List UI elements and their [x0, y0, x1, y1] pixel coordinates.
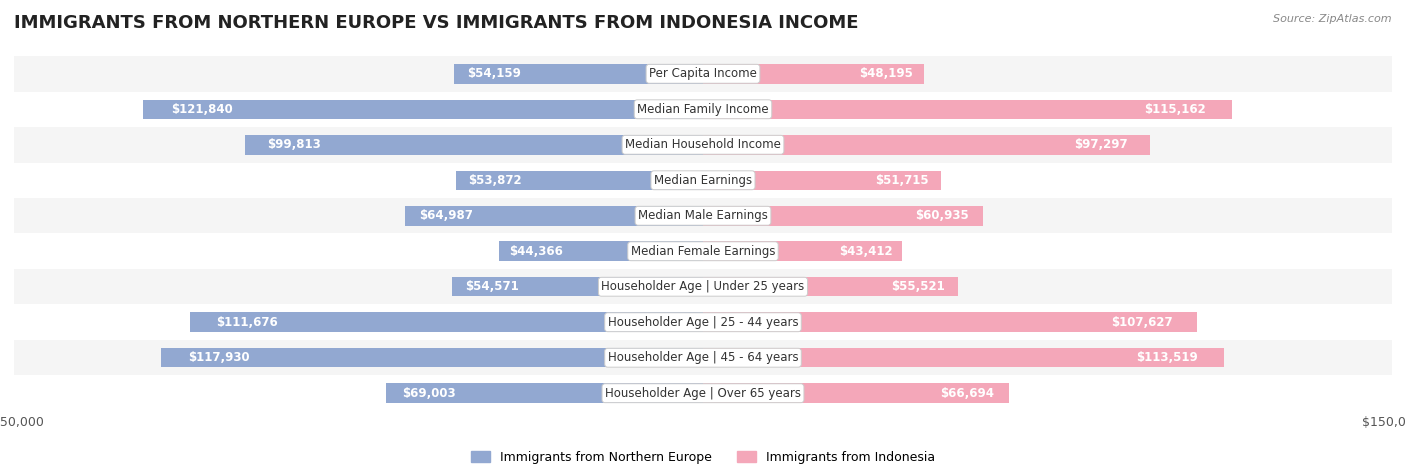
Bar — [14, 269, 1392, 304]
Text: Median Female Earnings: Median Female Earnings — [631, 245, 775, 258]
Bar — [14, 163, 1392, 198]
Text: $97,297: $97,297 — [1074, 138, 1128, 151]
Bar — [190, 312, 703, 332]
Text: $60,935: $60,935 — [915, 209, 969, 222]
Text: Source: ZipAtlas.com: Source: ZipAtlas.com — [1274, 14, 1392, 24]
Bar — [456, 170, 703, 190]
Text: $99,813: $99,813 — [267, 138, 321, 151]
Bar — [703, 206, 983, 226]
Bar — [14, 92, 1392, 127]
Bar — [703, 64, 924, 84]
Text: $54,571: $54,571 — [465, 280, 519, 293]
Bar — [14, 127, 1392, 163]
Bar — [703, 348, 1225, 368]
Text: Householder Age | Under 25 years: Householder Age | Under 25 years — [602, 280, 804, 293]
Text: Householder Age | Over 65 years: Householder Age | Over 65 years — [605, 387, 801, 400]
Bar — [14, 198, 1392, 234]
Bar — [245, 135, 703, 155]
Text: Householder Age | 25 - 44 years: Householder Age | 25 - 44 years — [607, 316, 799, 329]
Bar — [387, 383, 703, 403]
Text: $53,872: $53,872 — [468, 174, 522, 187]
Bar — [14, 304, 1392, 340]
Text: $66,694: $66,694 — [941, 387, 994, 400]
Bar — [453, 277, 703, 297]
Text: $69,003: $69,003 — [402, 387, 456, 400]
Text: Median Earnings: Median Earnings — [654, 174, 752, 187]
Bar — [405, 206, 703, 226]
Text: $48,195: $48,195 — [859, 67, 914, 80]
Bar — [162, 348, 703, 368]
Bar — [14, 56, 1392, 92]
Text: $107,627: $107,627 — [1111, 316, 1173, 329]
Text: Median Male Earnings: Median Male Earnings — [638, 209, 768, 222]
Bar — [703, 383, 1010, 403]
Text: Householder Age | 45 - 64 years: Householder Age | 45 - 64 years — [607, 351, 799, 364]
Bar — [14, 340, 1392, 375]
Text: $113,519: $113,519 — [1136, 351, 1198, 364]
Text: $115,162: $115,162 — [1143, 103, 1205, 116]
Bar — [703, 241, 903, 261]
Bar — [703, 170, 941, 190]
Text: Median Household Income: Median Household Income — [626, 138, 780, 151]
Text: $44,366: $44,366 — [509, 245, 564, 258]
Text: $54,159: $54,159 — [467, 67, 520, 80]
Text: Per Capita Income: Per Capita Income — [650, 67, 756, 80]
Text: $64,987: $64,987 — [419, 209, 474, 222]
Text: $43,412: $43,412 — [839, 245, 893, 258]
Text: $51,715: $51,715 — [875, 174, 928, 187]
Legend: Immigrants from Northern Europe, Immigrants from Indonesia: Immigrants from Northern Europe, Immigra… — [467, 446, 939, 467]
Text: $121,840: $121,840 — [172, 103, 233, 116]
Bar — [499, 241, 703, 261]
Bar — [454, 64, 703, 84]
Bar — [14, 234, 1392, 269]
Text: $55,521: $55,521 — [891, 280, 945, 293]
Bar — [703, 312, 1198, 332]
Bar — [703, 99, 1232, 119]
Text: $117,930: $117,930 — [188, 351, 250, 364]
Text: Median Family Income: Median Family Income — [637, 103, 769, 116]
Text: IMMIGRANTS FROM NORTHERN EUROPE VS IMMIGRANTS FROM INDONESIA INCOME: IMMIGRANTS FROM NORTHERN EUROPE VS IMMIG… — [14, 14, 859, 32]
Text: $111,676: $111,676 — [215, 316, 277, 329]
Bar — [703, 277, 957, 297]
Bar — [14, 375, 1392, 411]
Bar — [143, 99, 703, 119]
Bar — [703, 135, 1150, 155]
